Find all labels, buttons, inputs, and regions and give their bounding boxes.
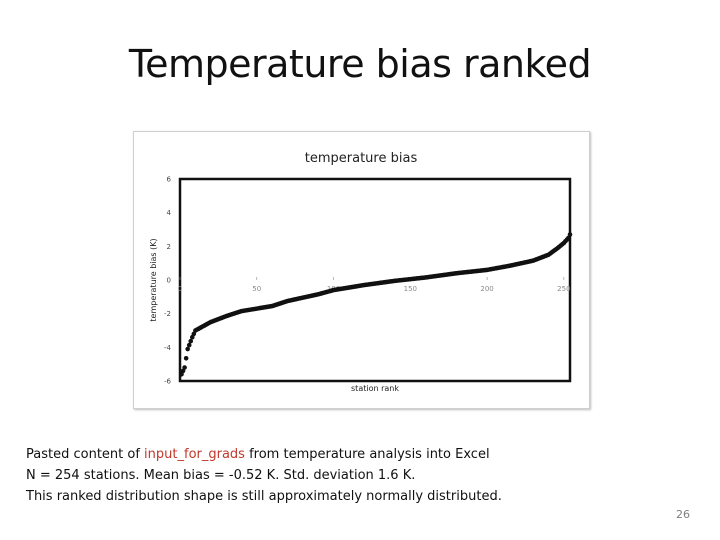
x-tick-label-3: 150 (404, 285, 417, 293)
y-tick-label-0: 6 (167, 176, 172, 184)
y-axis-ticks: 6 4 2 0 -2 -4 -6 (164, 176, 172, 386)
data-point (567, 232, 573, 237)
x-tick-label-5: 250 (557, 285, 570, 293)
y-tick-label-1: 4 (167, 209, 172, 217)
caption-line-3: This ranked distribution shape is still … (26, 489, 502, 504)
x-tick-label-4: 200 (480, 285, 493, 293)
y-tick-label-5: -4 (164, 344, 172, 352)
y-tick-label-2: 2 (167, 243, 171, 251)
y-axis-label: temperature bias (K) (149, 238, 158, 321)
data-point (186, 342, 192, 348)
slide-caption: Pasted content of input_for_grads from t… (26, 444, 666, 507)
y-tick-label-3: 0 (167, 277, 171, 285)
x-axis-label: station rank (351, 384, 399, 393)
y-tick-label-6: -6 (164, 378, 172, 386)
caption-code-term: input_for_grads (144, 447, 245, 462)
chart-title: temperature bias (305, 151, 418, 166)
data-point (185, 346, 190, 352)
data-points (179, 232, 573, 377)
caption-line-1-prefix: Pasted content of (26, 447, 145, 462)
caption-line-1: Pasted content of input_for_grads from t… (26, 444, 666, 465)
y-tick-label-4: -2 (164, 310, 171, 318)
data-point (182, 365, 187, 370)
plot-area (178, 177, 572, 383)
caption-line-1-suffix: from temperature analysis into Excel (244, 447, 490, 462)
data-point (188, 338, 194, 344)
caption-line-2: N = 254 stations. Mean bias = -0.52 K. S… (26, 468, 416, 483)
data-point (183, 355, 189, 361)
slide-title: Temperature bias ranked (128, 42, 592, 86)
x-tick-label-1: 50 (252, 285, 261, 293)
page-number: 26 (676, 508, 690, 521)
x-tick-label-0: 0 (178, 285, 182, 293)
